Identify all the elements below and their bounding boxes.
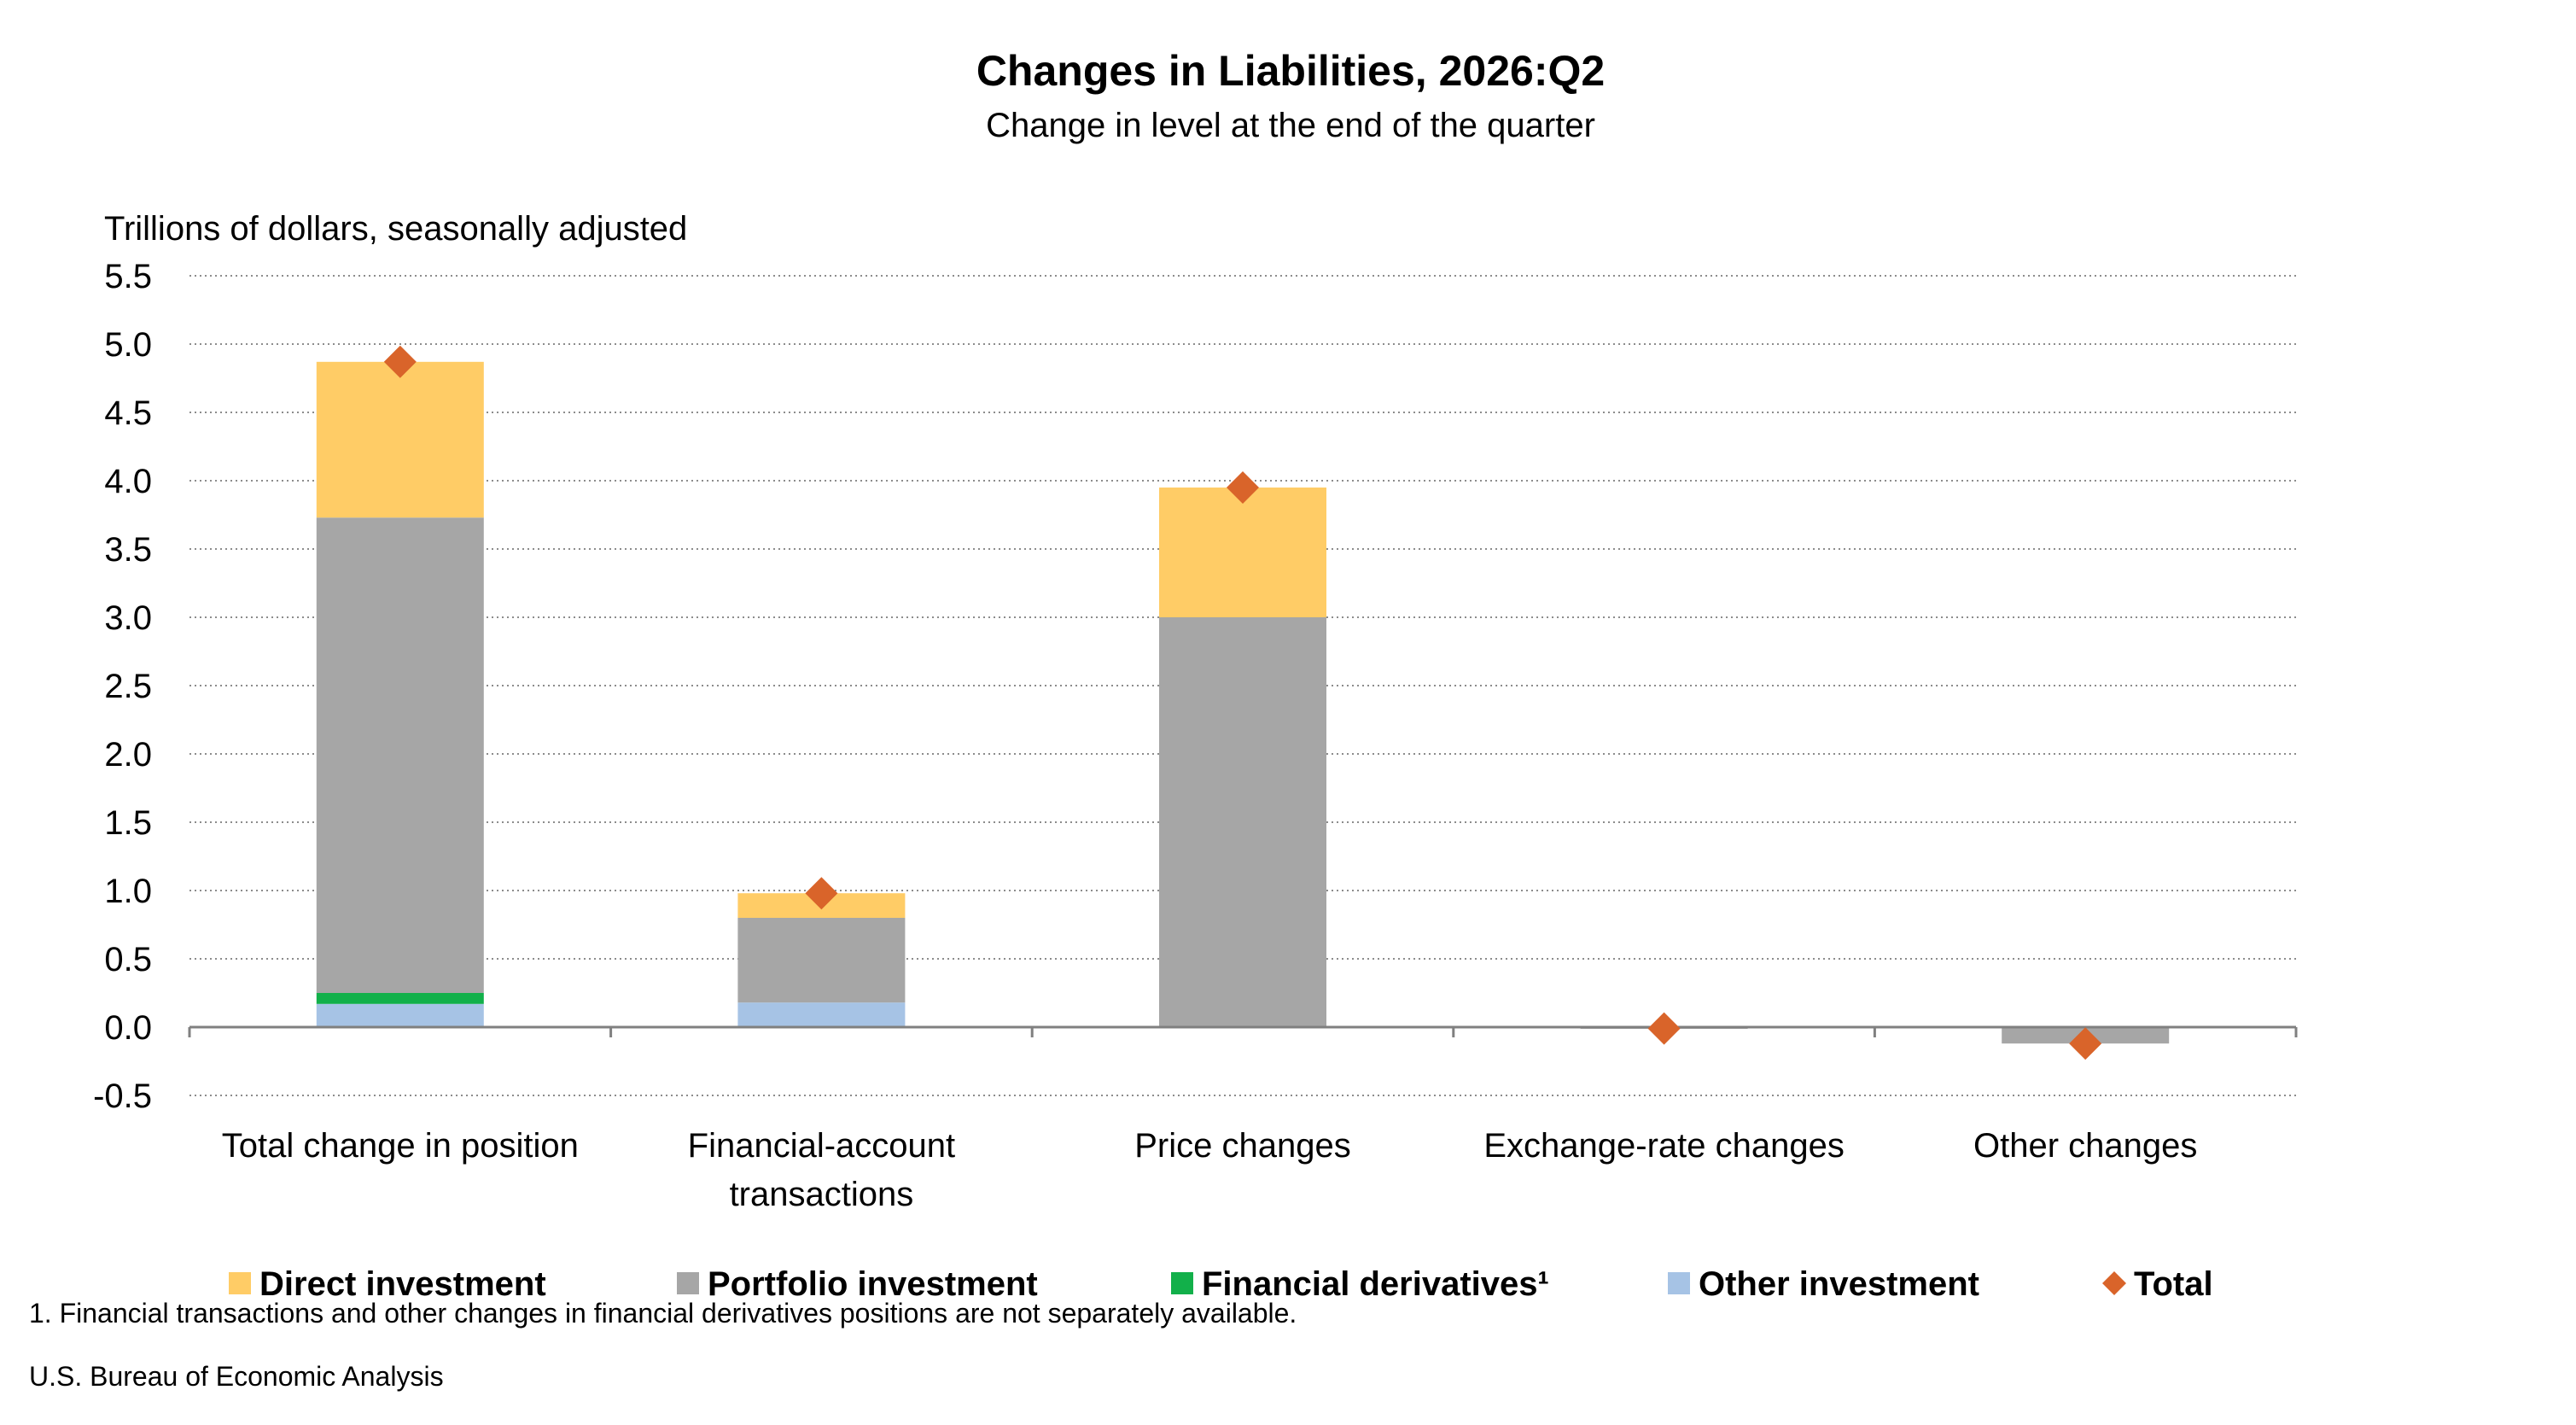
bar-segment	[1159, 617, 1326, 1027]
x-axis	[188, 1025, 2298, 1037]
bar-segment	[737, 918, 906, 1003]
chart-subtitle: Change in level at the end of the quarte…	[986, 107, 1595, 144]
legend-label: Other investment	[1699, 1265, 1979, 1303]
y-tick-label: 5.5	[104, 258, 152, 295]
total-marker	[383, 345, 417, 378]
legend-swatch	[1171, 1272, 1193, 1294]
y-tick-label: 1.5	[104, 804, 152, 842]
legend-label: Total	[2134, 1265, 2213, 1303]
bars	[316, 361, 2170, 1044]
chart-title: Changes in Liabilities, 2026:Q2	[976, 47, 1605, 95]
y-tick-label: 5.0	[104, 326, 152, 364]
category-labels: Total change in position Financial-accoun…	[222, 1127, 2198, 1213]
y-tick-label: -0.5	[93, 1078, 152, 1115]
legend-swatch	[677, 1272, 699, 1294]
legend: Direct investment Portfolio investment Fin…	[229, 1265, 2213, 1303]
bar-segment	[316, 993, 484, 1004]
category-label: Other changes	[1973, 1127, 2197, 1165]
total-marker	[805, 877, 838, 910]
y-tick-labels: 5.5 5.0 4.5 4.0 3.5 3.0 2.5 2.0 1.5 1.0 0.5 0.0 -0.5	[93, 258, 152, 1115]
total-markers	[383, 345, 2102, 1060]
legend-swatch	[2102, 1271, 2126, 1295]
bar-segment	[1159, 488, 1326, 617]
bar-segment	[316, 517, 484, 993]
category-label: Exchange-rate changes	[1483, 1127, 1845, 1165]
category-label: Price changes	[1134, 1127, 1350, 1165]
total-marker	[2069, 1027, 2102, 1060]
y-axis-unit-label: Trillions of dollars, seasonally adjuste…	[104, 210, 687, 248]
category-label: Total change in position	[222, 1127, 579, 1165]
footnote: 1. Financial transactions and other chan…	[29, 1298, 1297, 1329]
bar-segment	[316, 1003, 484, 1027]
legend-swatch	[1668, 1272, 1690, 1294]
legend-label: Portfolio investment	[708, 1265, 1038, 1303]
legend-swatch	[229, 1272, 251, 1294]
total-marker	[1227, 471, 1259, 504]
y-tick-label: 3.0	[104, 599, 152, 637]
y-tick-label: 1.0	[104, 873, 152, 910]
y-tick-label: 0.5	[104, 941, 152, 978]
legend-label: Financial derivatives¹	[1202, 1265, 1549, 1303]
source-note: U.S. Bureau of Economic Analysis	[29, 1361, 444, 1392]
total-marker	[1647, 1012, 1681, 1045]
y-tick-label: 0.0	[104, 1009, 152, 1047]
y-tick-label: 4.5	[104, 394, 152, 432]
legend-label: Direct investment	[259, 1265, 546, 1303]
y-tick-label: 4.0	[104, 463, 152, 500]
bar-segment	[316, 361, 484, 518]
y-tick-label: 3.5	[104, 531, 152, 569]
y-tick-label: 2.0	[104, 736, 152, 774]
category-label: Financial-account transactions	[688, 1127, 956, 1213]
y-tick-label: 2.5	[104, 668, 152, 705]
bar-segment	[737, 1002, 906, 1027]
